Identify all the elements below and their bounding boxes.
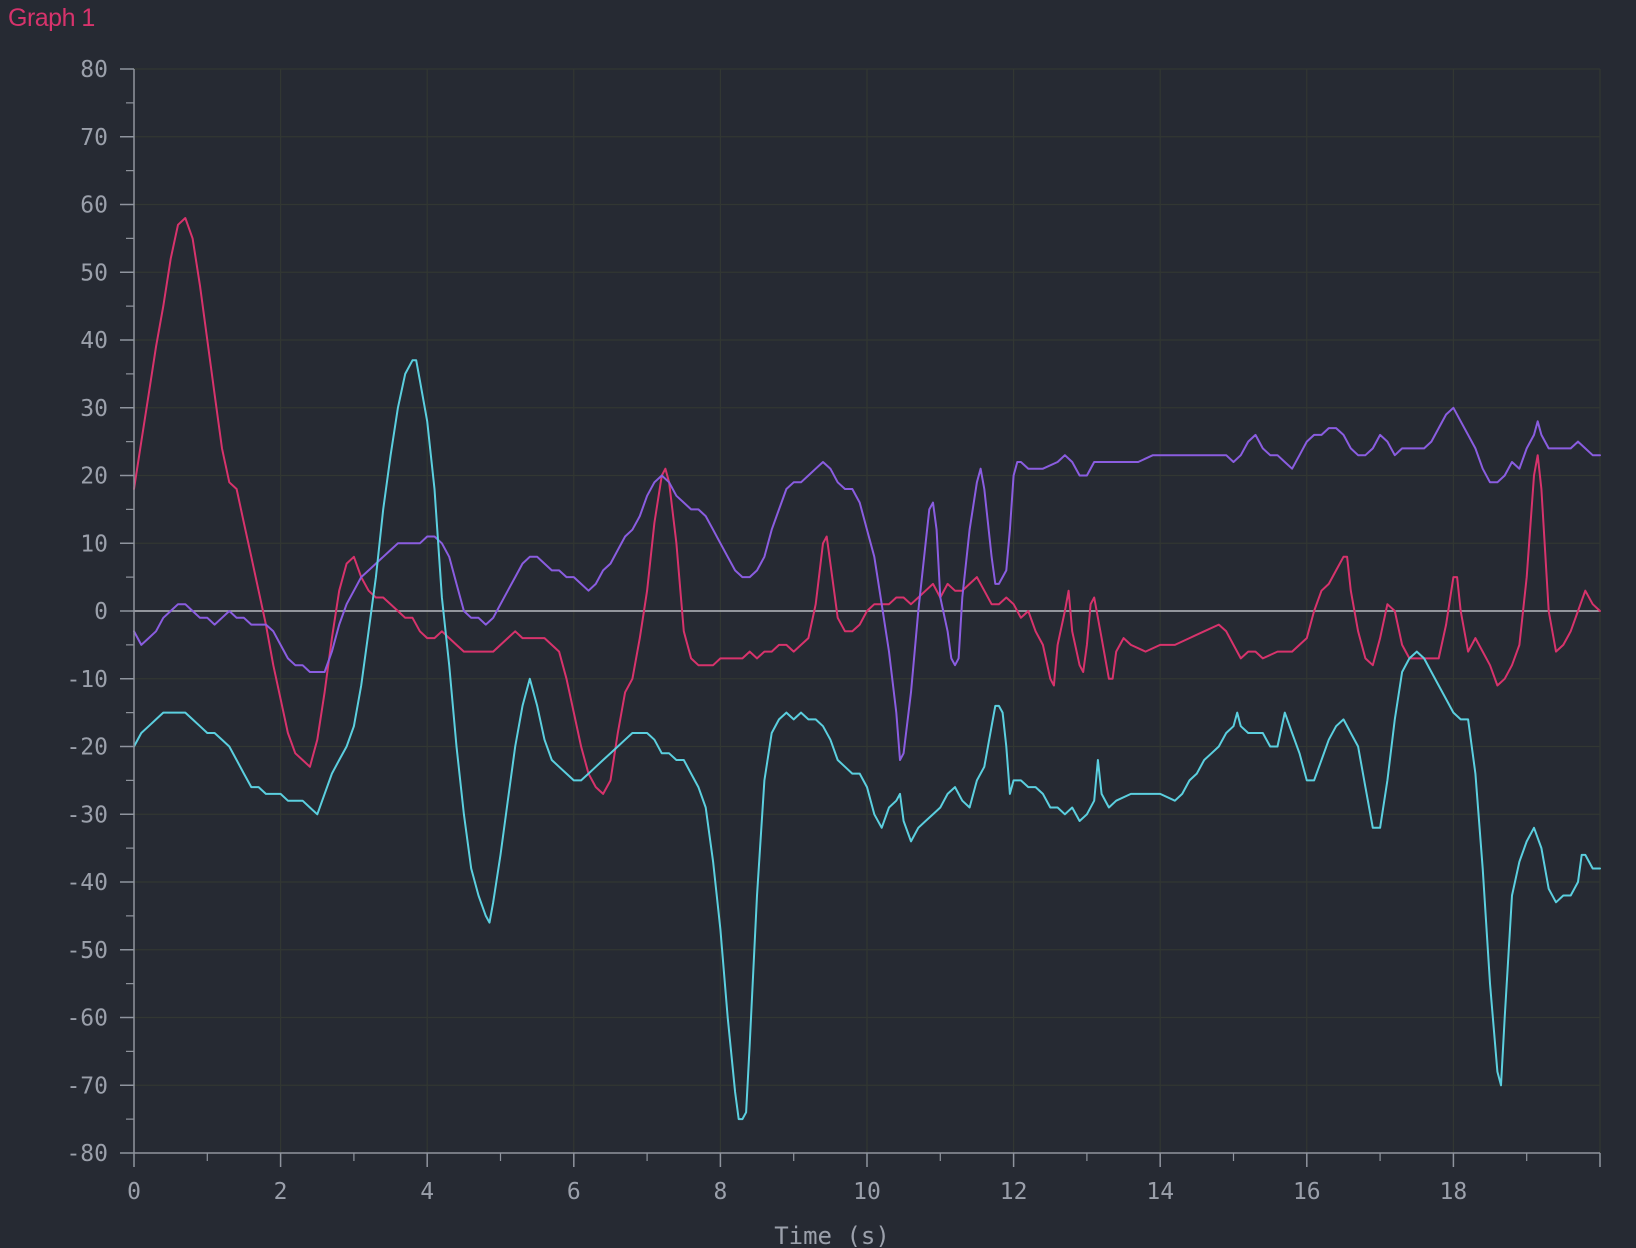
x-tick-label: 6 [567, 1179, 581, 1205]
x-tick-label: 10 [853, 1179, 881, 1205]
y-tick-label: 20 [80, 464, 108, 490]
y-tick-label: -30 [66, 802, 108, 828]
x-tick-label: 0 [127, 1179, 141, 1205]
y-tick-label: -50 [66, 938, 108, 964]
x-tick-label: 14 [1146, 1179, 1174, 1205]
x-tick-label: 4 [420, 1179, 434, 1205]
graph-title: Graph 1 [8, 4, 95, 32]
y-tick-label: 60 [80, 193, 108, 219]
axes: 80706050403020100-10-20-30-40-50-60-70-8… [66, 57, 1601, 1205]
series-line-1[interactable] [133, 217, 1601, 795]
y-tick-label: -10 [66, 667, 108, 693]
y-tick-label: 50 [80, 260, 108, 286]
series-line-3[interactable] [133, 359, 1601, 1121]
x-tick-label: 18 [1440, 1179, 1468, 1205]
y-tick-label: -60 [66, 1006, 108, 1032]
y-tick-label: -20 [66, 735, 108, 761]
x-tick-label: 12 [1000, 1179, 1028, 1205]
y-tick-label: 70 [80, 125, 108, 151]
x-axis-label: Time (s) [774, 1222, 890, 1248]
y-tick-label: -80 [66, 1141, 108, 1167]
y-tick-label: -70 [66, 1073, 108, 1099]
y-tick-label: 80 [80, 57, 108, 83]
x-tick-label: 8 [713, 1179, 727, 1205]
x-tick-label: 2 [274, 1179, 288, 1205]
y-tick-label: 10 [80, 531, 108, 557]
y-tick-label: 40 [80, 328, 108, 354]
y-tick-label: 0 [94, 599, 108, 625]
series-lines [133, 217, 1601, 1121]
x-tick-label: 16 [1293, 1179, 1321, 1205]
y-tick-label: -40 [66, 870, 108, 896]
y-tick-label: 30 [80, 396, 108, 422]
